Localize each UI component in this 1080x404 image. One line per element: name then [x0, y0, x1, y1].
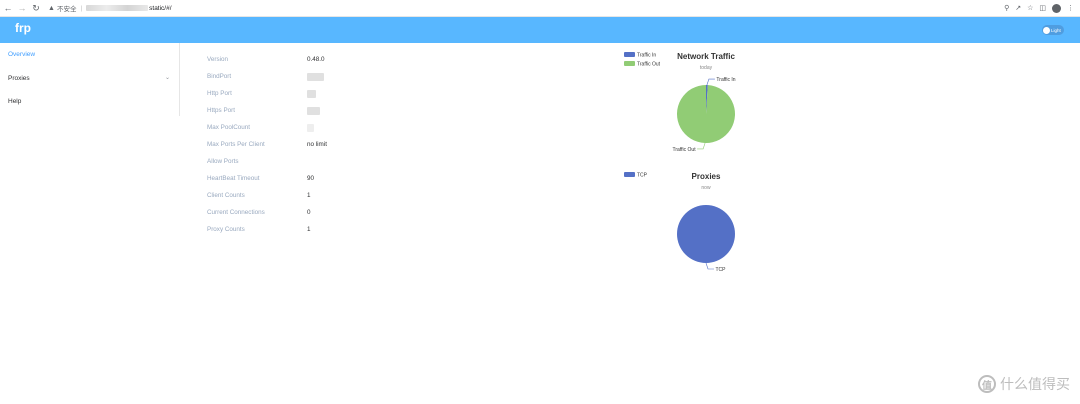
pie-label-tcp: TCP: [716, 267, 727, 273]
toggle-knob: [1043, 26, 1050, 34]
pie-label-traffic-out: Traffic Out: [673, 147, 697, 153]
info-value: 0: [307, 209, 311, 216]
server-info: Version 0.48.0 BindPort Http Port Https …: [207, 50, 507, 237]
info-row-version: Version 0.48.0: [207, 50, 507, 67]
arrow-right-icon[interactable]: →: [17, 3, 27, 13]
legend-label-traffic-out[interactable]: Traffic Out: [637, 62, 661, 68]
theme-toggle[interactable]: Light: [1042, 25, 1064, 35]
info-row-client-counts: Client Counts 1: [207, 186, 507, 203]
sidebar: Overview Proxies ⌄ Help: [0, 43, 180, 116]
redacted-value: [307, 107, 320, 117]
info-row-heartbeat-timeout: HeartBeat Timeout 90: [207, 169, 507, 186]
info-value: no limit: [307, 141, 327, 148]
proxies-title: Proxies: [692, 172, 721, 181]
warning-icon[interactable]: ▲: [48, 4, 55, 12]
browser-actions: ⚲ ↗ ☆ ◫ ⋮: [1004, 2, 1074, 14]
pie-label-line-traffic-out: [697, 142, 706, 150]
proxies-subtitle: now: [701, 185, 711, 191]
url-host-redacted: [86, 5, 149, 11]
legend-swatch-traffic-in[interactable]: [624, 52, 635, 57]
sidebar-item-label: Proxies: [8, 74, 30, 82]
pie-slice-traffic-in[interactable]: [706, 85, 708, 114]
legend-swatch-tcp[interactable]: [624, 172, 635, 177]
charts-panel: Traffic In Traffic Out Network Traffic toda…: [600, 44, 820, 284]
legend-label-tcp[interactable]: TCP: [637, 173, 648, 179]
security-label: 不安全: [56, 6, 77, 13]
sidebar-item-overview[interactable]: Overview: [0, 44, 180, 64]
info-value: 1: [307, 192, 311, 199]
app-header: frp Light: [0, 17, 1080, 43]
share-icon[interactable]: ↗: [1015, 5, 1022, 12]
info-row-max-poolcount: Max PoolCount: [207, 118, 507, 135]
pie-label-line-tcp: [705, 262, 714, 270]
pie-label-line-traffic-in: [706, 78, 715, 86]
info-label: Version: [207, 56, 229, 63]
url-path: static/#/: [149, 4, 172, 12]
redacted-value: [307, 124, 314, 134]
watermark-text: 什么值得买: [1000, 376, 1070, 392]
profile-icon[interactable]: [1052, 3, 1061, 13]
info-value: 90: [307, 175, 315, 182]
info-label: Max Ports Per Client: [207, 141, 265, 148]
arrow-left-icon[interactable]: ←: [3, 3, 13, 13]
pie-label-traffic-in: Traffic In: [716, 77, 735, 83]
info-row-https-port: Https Port: [207, 101, 507, 118]
proxies-chart: TCP Proxies now TCP: [624, 172, 735, 273]
info-row-max-ports-per-client: Max Ports Per Client no limit: [207, 135, 507, 152]
redacted-value: [307, 90, 316, 100]
info-label: Current Connections: [207, 209, 265, 216]
info-label: Client Counts: [207, 192, 245, 199]
info-row-allow-ports: Allow Ports: [207, 152, 507, 169]
divider: |: [80, 4, 83, 12]
chevron-down-icon: ⌄: [164, 75, 170, 81]
info-label: Max PoolCount: [207, 124, 251, 131]
info-row-current-connections: Current Connections 0: [207, 203, 507, 220]
info-label: Https Port: [207, 107, 235, 114]
info-row-proxy-counts: Proxy Counts 1: [207, 220, 507, 237]
pie-slice-tcp[interactable]: [677, 205, 735, 263]
star-icon[interactable]: ☆: [1027, 5, 1034, 12]
sidebar-item-label: Overview: [8, 50, 36, 58]
info-label: BindPort: [207, 73, 232, 80]
more-icon[interactable]: ⋮: [1067, 5, 1074, 12]
browser-toolbar: ← → ↻ ▲ 不安全 | static/#/ ⚲ ↗ ☆ ◫ ⋮: [0, 0, 1080, 17]
info-value: 0.48.0: [307, 56, 325, 63]
address-bar[interactable]: ▲ 不安全 | static/#/: [48, 2, 588, 14]
network-traffic-subtitle: today: [700, 65, 713, 71]
brand-logo[interactable]: frp: [15, 21, 31, 35]
sidebar-item-proxies[interactable]: Proxies ⌄: [0, 68, 180, 88]
info-label: Allow Ports: [207, 158, 239, 165]
reload-icon[interactable]: ↻: [32, 2, 40, 13]
key-icon[interactable]: ⚲: [1004, 5, 1010, 12]
info-row-bindport: BindPort: [207, 67, 507, 84]
watermark-badge: 值: [978, 375, 996, 393]
watermark-logo: 值 什么值得买: [978, 374, 1070, 394]
info-value: 1: [307, 226, 311, 233]
network-traffic-chart: Traffic In Traffic Out Network Traffic toda…: [624, 52, 736, 153]
network-traffic-title: Network Traffic: [677, 52, 735, 61]
info-label: Proxy Counts: [207, 226, 245, 233]
legend-label-traffic-in[interactable]: Traffic In: [637, 53, 656, 59]
sidebar-icon[interactable]: ◫: [1039, 5, 1046, 12]
theme-toggle-label: Light: [1051, 27, 1061, 33]
info-label: Http Port: [207, 90, 232, 97]
sidebar-item-help[interactable]: Help: [0, 91, 180, 111]
sidebar-item-label: Help: [8, 97, 22, 105]
legend-swatch-traffic-out[interactable]: [624, 61, 635, 66]
pie-slice-traffic-out[interactable]: [677, 85, 735, 143]
redacted-value: [307, 73, 324, 83]
info-label: HeartBeat Timeout: [207, 175, 260, 182]
info-row-http-port: Http Port: [207, 84, 507, 101]
